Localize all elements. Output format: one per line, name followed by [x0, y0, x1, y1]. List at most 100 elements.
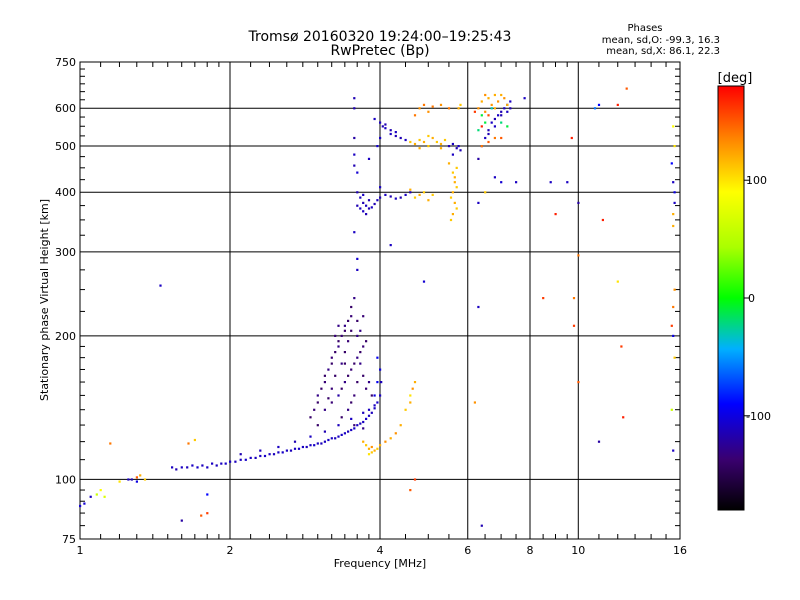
data-point [316, 401, 319, 404]
data-point [622, 416, 625, 419]
data-point [487, 140, 490, 144]
data-point [343, 381, 346, 384]
data-point [455, 186, 458, 189]
data-point [409, 401, 412, 404]
data-point [389, 129, 392, 132]
data-point [356, 424, 359, 427]
data-point [497, 114, 500, 117]
data-point [457, 107, 460, 110]
data-point [493, 117, 496, 121]
colorbar-tick-label: 0 [748, 292, 755, 305]
data-point [477, 305, 480, 309]
data-point [427, 134, 430, 138]
data-point [323, 408, 326, 411]
data-point [353, 427, 356, 430]
data-point [409, 394, 412, 397]
data-point [224, 462, 227, 465]
y-tick-label: 100 [55, 473, 76, 486]
data-point [356, 334, 359, 337]
data-point [83, 502, 86, 505]
data-point [370, 394, 373, 397]
x-tick-label: 6 [464, 544, 471, 557]
data-point [350, 315, 353, 318]
data-point [135, 480, 138, 483]
data-point [330, 356, 333, 359]
data-point [549, 181, 552, 184]
data-point [362, 201, 365, 204]
data-point [330, 387, 333, 390]
data-point [384, 440, 387, 443]
data-point [79, 504, 82, 508]
data-point [254, 456, 257, 459]
data-point [309, 435, 312, 438]
data-point [356, 319, 359, 322]
data-point [340, 334, 343, 337]
data-point [500, 114, 503, 117]
data-point [455, 166, 458, 169]
stats-ordinary: mean, sd,O: -99.3, 16.3 [602, 35, 720, 46]
data-point [616, 280, 619, 283]
data-point [127, 478, 130, 481]
data-point [616, 103, 619, 106]
data-point [376, 356, 379, 359]
data-point [347, 374, 350, 377]
data-point [340, 416, 343, 419]
data-point [297, 447, 301, 450]
data-point [350, 329, 353, 332]
data-point [350, 428, 353, 432]
data-point [389, 437, 392, 440]
data-point [347, 408, 350, 411]
data-point [334, 334, 337, 337]
data-point [404, 408, 407, 411]
data-point [359, 196, 362, 199]
data-point [506, 125, 509, 128]
data-point [365, 213, 368, 216]
data-point [323, 440, 326, 443]
data-point [389, 132, 392, 136]
data-point [597, 103, 601, 106]
data-point [367, 381, 371, 384]
data-point [670, 162, 673, 165]
data-point [447, 145, 451, 148]
data-point [497, 100, 500, 103]
data-point [347, 319, 350, 322]
data-point [572, 297, 576, 300]
data-point [477, 129, 480, 132]
data-point [480, 100, 483, 103]
data-point [367, 414, 371, 417]
data-point [350, 368, 353, 371]
data-point [379, 121, 382, 124]
data-point [451, 191, 454, 194]
data-point [347, 340, 350, 343]
data-point [384, 127, 387, 130]
data-point [334, 437, 337, 440]
data-point [316, 424, 319, 427]
data-point [316, 394, 319, 397]
data-point [320, 442, 323, 445]
data-point [439, 147, 443, 150]
data-point [313, 408, 316, 411]
data-point [268, 453, 271, 456]
data-point [353, 153, 356, 156]
data-point [577, 254, 580, 257]
data-point [353, 164, 356, 167]
data-point [523, 97, 526, 100]
data-point [200, 514, 203, 517]
data-point [422, 191, 426, 194]
data-point [356, 204, 359, 207]
data-point [330, 437, 333, 440]
data-point [373, 117, 376, 121]
data-point [451, 142, 454, 146]
data-point [477, 107, 480, 110]
data-point [367, 408, 371, 411]
data-point [353, 97, 356, 100]
data-point [493, 136, 496, 140]
data-point [506, 110, 509, 113]
x-tick-label: 2 [227, 544, 234, 557]
data-point [109, 442, 112, 445]
data-point [359, 362, 362, 365]
data-point [379, 136, 382, 140]
data-point [330, 401, 333, 404]
data-point [379, 368, 382, 371]
data-point [305, 445, 308, 449]
